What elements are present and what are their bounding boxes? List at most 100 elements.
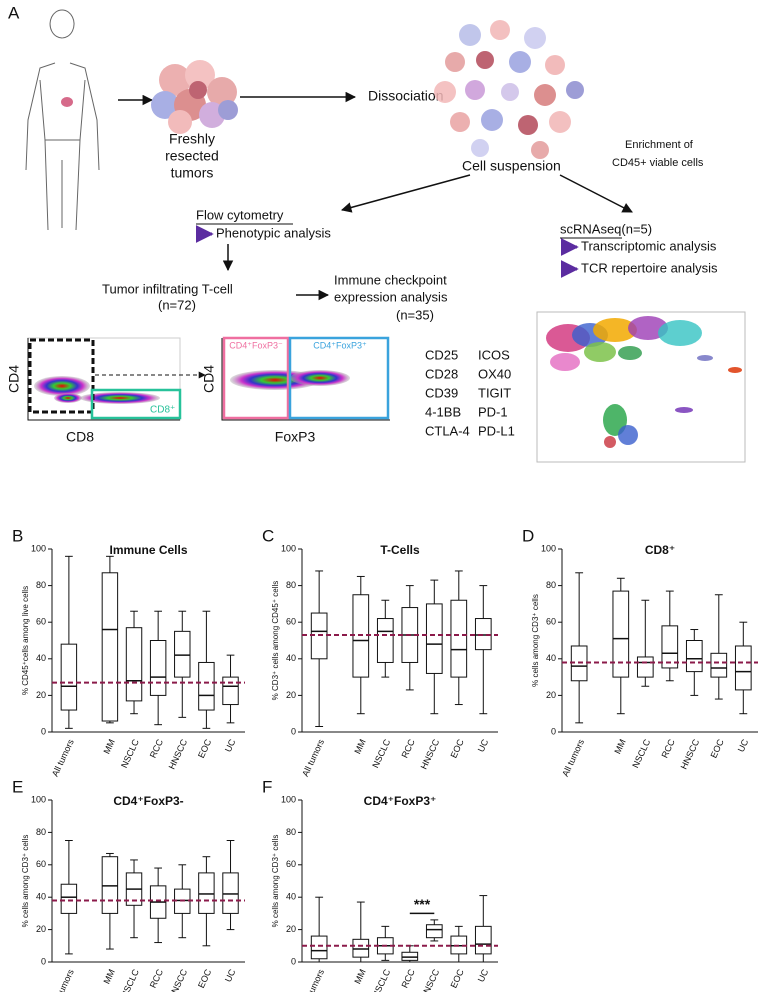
marker-name: 4-1BB (425, 404, 461, 419)
umap (536, 311, 746, 463)
box (710, 652, 728, 678)
box (149, 640, 167, 696)
y-tick-label: 60 (546, 617, 556, 627)
y-tick-label: 20 (286, 924, 296, 934)
box (60, 643, 78, 711)
step-label: Cell suspension (462, 158, 561, 174)
marker-name: ICOS (478, 347, 510, 362)
y-tick-label: 100 (31, 794, 46, 804)
y-tick-label: 0 (41, 956, 46, 966)
x-tick-label: EOC (196, 967, 214, 989)
x-tick-label: MM (612, 738, 627, 756)
y-tick-label: 20 (36, 690, 46, 700)
charts: B Immune Cells % CD45⁺cells among live cel… (12, 526, 758, 992)
analysis-label: TCR repertoire analysis (581, 260, 718, 275)
y-axis-label: % CD45⁺cells among live cells (21, 586, 30, 695)
y-tick-label: 60 (36, 859, 46, 869)
panel-label: F (262, 777, 272, 796)
cell-suspension-cluster (434, 20, 584, 159)
panel-label: C (262, 526, 274, 545)
tumor-label: tumors (171, 165, 214, 181)
x-tick-label: MM (352, 968, 367, 986)
x-tick-label: UC (476, 737, 491, 753)
marker-name: CTLA-4 (425, 423, 470, 438)
box (352, 938, 370, 958)
flow-plot (221, 336, 390, 421)
marker-name: PD-1 (478, 404, 508, 419)
x-tick-label: NSCLC (370, 737, 392, 769)
arrow (559, 174, 633, 213)
x-tick-label: All tumors (300, 737, 326, 778)
x-tick-label: MM (101, 968, 116, 986)
panel-label: B (12, 526, 23, 545)
box (376, 618, 394, 663)
y-axis-label: % CD3⁺ cells among CD45⁺ cells (271, 581, 280, 701)
checkpoint-label: (n=35) (396, 307, 434, 322)
y-tick-label: 80 (36, 580, 46, 590)
marker-name: OX40 (478, 366, 511, 381)
arrow (340, 174, 471, 213)
analysis-label: Phenotypic analysis (216, 225, 331, 240)
x-tick-label: All tumors (300, 967, 326, 992)
box (174, 630, 191, 678)
x-tick-label: NSCLC (630, 737, 652, 769)
marker-name: CD25 (425, 347, 458, 362)
box (636, 656, 654, 678)
y-tick-label: 100 (541, 543, 556, 553)
method-label: scRNAseq(n=5) (560, 221, 652, 236)
checkpoint-label: expression analysis (334, 289, 448, 304)
box (310, 935, 328, 960)
y-tick-label: 0 (291, 956, 296, 966)
x-tick-label: RCC (659, 737, 677, 759)
chart-title: Immune Cells (109, 543, 187, 557)
y-tick-label: 100 (31, 543, 46, 553)
x-tick-label: EOC (448, 737, 466, 759)
panel-label: A (8, 3, 20, 22)
box (198, 661, 215, 711)
x-tick-label: All tumors (50, 967, 76, 992)
x-tick-label: UC (223, 737, 238, 753)
enrichment-label: CD45+ viable cells (612, 157, 704, 169)
marker-name: PD-L1 (478, 423, 515, 438)
box (222, 872, 239, 914)
tumor-label: resected (165, 148, 219, 164)
panel-label: E (12, 777, 23, 796)
y-axis-label: % cells among CD3⁺ cells (271, 835, 280, 928)
x-tick-label: MM (352, 738, 367, 756)
box (425, 924, 443, 939)
y-tick-label: 80 (36, 827, 46, 837)
x-tick-label: UC (736, 737, 751, 753)
chart-title: CD4⁺FoxP3⁺ (364, 794, 437, 808)
box (450, 599, 468, 678)
y-tick-label: 100 (281, 543, 296, 553)
y-tick-label: 40 (36, 892, 46, 902)
axis-label: CD4 (6, 365, 22, 393)
x-tick-label: EOC (708, 737, 726, 759)
x-tick-label: NSCLC (370, 967, 392, 992)
til-label: Tumor infiltrating T-cell (102, 281, 233, 296)
box (125, 627, 143, 702)
y-tick-label: 40 (286, 892, 296, 902)
y-tick-label: 0 (41, 726, 46, 736)
y-tick-label: 80 (286, 827, 296, 837)
gate-label: CD4⁺FoxP3⁺ (313, 340, 367, 350)
x-tick-label: HNSCC (679, 737, 702, 771)
box (661, 625, 679, 669)
x-tick-label: NSCLC (119, 967, 141, 992)
y-axis-label: % cells among CD3⁺ cells (21, 835, 30, 928)
y-tick-label: 0 (551, 726, 556, 736)
axis-label: CD4 (201, 365, 217, 393)
y-tick-label: 80 (546, 580, 556, 590)
box (612, 590, 630, 678)
marker-name: CD28 (425, 366, 458, 381)
box (425, 603, 443, 674)
x-tick-label: RCC (148, 737, 166, 759)
box (401, 951, 419, 961)
gate-label: CD4⁺FoxP3⁻ (229, 340, 283, 350)
marker-name: TIGIT (478, 385, 511, 400)
box (734, 645, 752, 691)
tumor-cluster (151, 60, 238, 134)
chart-title: CD8⁺ (645, 543, 675, 557)
step-label: Dissociation (368, 88, 443, 104)
x-tick-label: RCC (148, 967, 166, 989)
